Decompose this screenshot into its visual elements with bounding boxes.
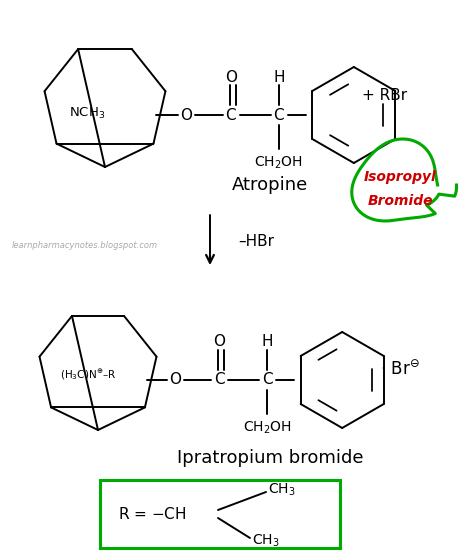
Text: C: C <box>262 372 273 387</box>
Text: H: H <box>262 334 273 349</box>
Text: CH$_3$: CH$_3$ <box>268 482 296 498</box>
Text: –HBr: –HBr <box>238 234 274 249</box>
Text: CH$_2$OH: CH$_2$OH <box>255 155 303 171</box>
Text: + RBr: + RBr <box>363 88 408 102</box>
Text: Atropine: Atropine <box>232 176 308 194</box>
Text: CH$_2$OH: CH$_2$OH <box>243 420 292 436</box>
Text: H: H <box>273 69 284 84</box>
Text: O: O <box>225 69 237 84</box>
Text: C: C <box>214 372 225 387</box>
Text: NCH$_3$: NCH$_3$ <box>69 106 105 121</box>
Text: $\cdot\ $Br$^{\ominus}$: $\cdot\ $Br$^{\ominus}$ <box>380 361 420 380</box>
FancyBboxPatch shape <box>100 480 340 548</box>
Text: O: O <box>180 107 192 122</box>
Text: Isopropyl: Isopropyl <box>364 170 437 184</box>
Text: O: O <box>169 372 181 387</box>
Text: Ipratropium bromide: Ipratropium bromide <box>177 449 363 467</box>
Text: CH$_3$: CH$_3$ <box>252 533 280 549</box>
Text: C: C <box>273 107 284 122</box>
Text: R = $-$CH: R = $-$CH <box>118 506 186 522</box>
Text: O: O <box>213 334 225 349</box>
Text: Bromide: Bromide <box>367 194 433 208</box>
Text: learnpharmacynotes.blogspot.com: learnpharmacynotes.blogspot.com <box>12 240 158 249</box>
Text: (H$_3$C)N$^{\oplus}$–R: (H$_3$C)N$^{\oplus}$–R <box>60 368 116 382</box>
Text: C: C <box>226 107 236 122</box>
